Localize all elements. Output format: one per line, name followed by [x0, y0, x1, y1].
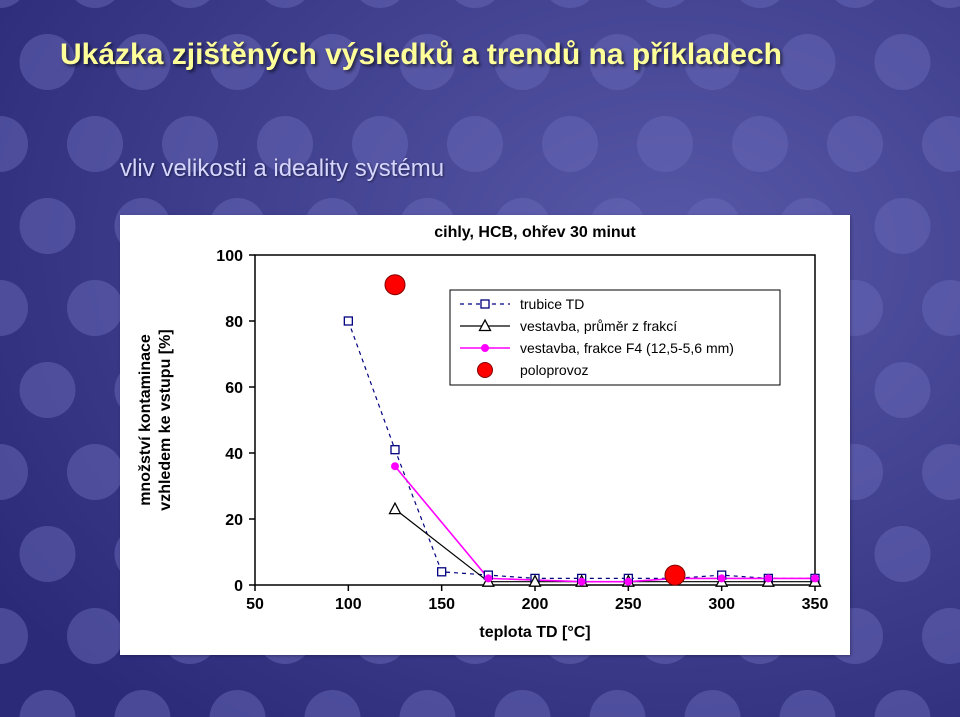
chart: cihly, HCB, ohřev 30 minut50100150200250… — [120, 215, 850, 655]
svg-text:150: 150 — [428, 596, 455, 613]
svg-text:300: 300 — [708, 596, 735, 613]
svg-text:100: 100 — [216, 248, 243, 265]
svg-text:trubice TD: trubice TD — [520, 296, 584, 312]
svg-text:80: 80 — [225, 314, 243, 331]
svg-text:100: 100 — [335, 596, 362, 613]
svg-text:60: 60 — [225, 380, 243, 397]
svg-text:poloprovoz: poloprovoz — [520, 362, 589, 378]
chart-container: cihly, HCB, ohřev 30 minut50100150200250… — [120, 215, 850, 655]
svg-text:40: 40 — [225, 446, 243, 463]
svg-text:350: 350 — [802, 596, 829, 613]
svg-text:200: 200 — [522, 596, 549, 613]
svg-text:vzhledem ke vstupu [%]: vzhledem ke vstupu [%] — [157, 329, 174, 510]
svg-text:vestavba, frakce F4 (12,5-5,6: vestavba, frakce F4 (12,5-5,6 mm) — [520, 340, 734, 356]
svg-text:teplota TD [°C]: teplota TD [°C] — [479, 624, 590, 641]
svg-text:vestavba, průměr z frakcí: vestavba, průměr z frakcí — [520, 318, 677, 334]
slide-subtitle: vliv velikosti a ideality systému — [120, 155, 444, 183]
svg-text:cihly, HCB, ohřev 30 minut: cihly, HCB, ohřev 30 minut — [434, 224, 636, 241]
svg-text:množství kontaminace: množství kontaminace — [137, 334, 154, 506]
svg-text:50: 50 — [246, 596, 264, 613]
svg-text:20: 20 — [225, 512, 243, 529]
svg-text:0: 0 — [234, 578, 243, 595]
slide-title: Ukázka zjištěných výsledků a trendů na p… — [60, 38, 900, 72]
svg-text:250: 250 — [615, 596, 642, 613]
